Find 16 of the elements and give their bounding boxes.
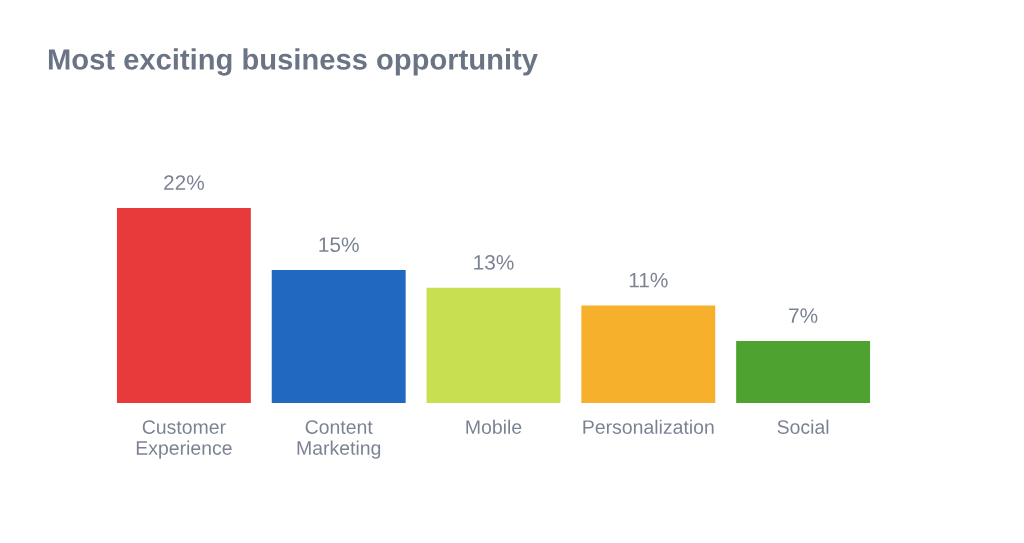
- data-label: 7%: [789, 308, 818, 323]
- x-tick-label: Personalization: [583, 419, 714, 434]
- bar: [426, 287, 561, 403]
- x-tick-label: Content Marketing: [297, 420, 381, 459]
- bar: [271, 270, 406, 403]
- bar: [116, 208, 251, 403]
- data-label: 11%: [629, 272, 668, 288]
- data-label: 22%: [164, 175, 205, 190]
- data-label: 15%: [319, 237, 359, 253]
- bar: [736, 340, 871, 403]
- chart-title: Most exciting business opportunity: [48, 48, 538, 76]
- x-tick-label: Mobile: [466, 419, 522, 434]
- x-tick-label: Customer Experience: [136, 420, 232, 459]
- data-label: 13%: [474, 255, 514, 270]
- bar: [581, 305, 716, 403]
- x-tick-label: Social: [777, 419, 829, 434]
